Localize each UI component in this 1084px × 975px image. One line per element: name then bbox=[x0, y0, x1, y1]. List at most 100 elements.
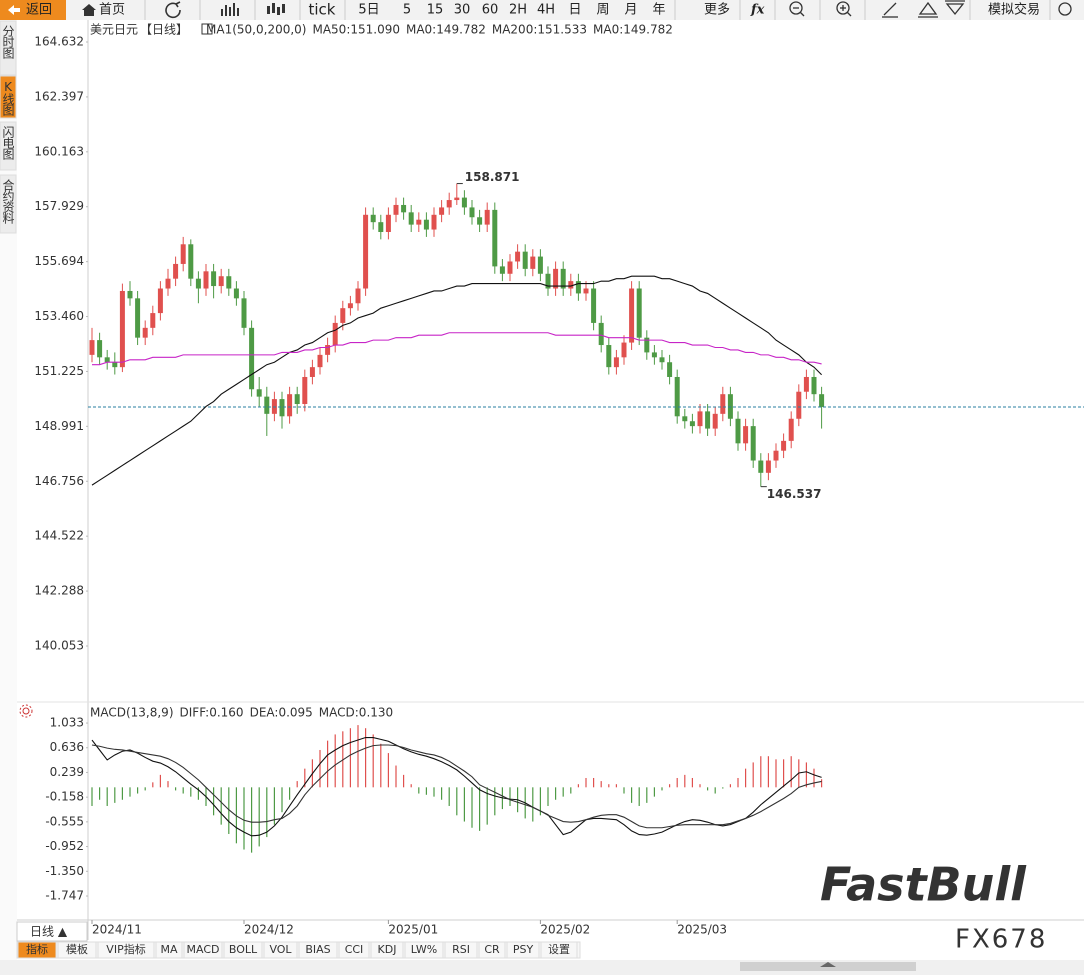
indicator-tab-label[interactable]: MA bbox=[160, 943, 177, 956]
period-button[interactable]: 日 bbox=[568, 3, 581, 18]
legend-entry: MA0:149.782 bbox=[406, 23, 486, 37]
indicator-tab[interactable] bbox=[404, 941, 444, 959]
candle-body bbox=[667, 362, 673, 377]
settings-icon[interactable] bbox=[19, 704, 33, 718]
indicator-tab-label[interactable]: VOL bbox=[269, 943, 292, 956]
indicator-tab-label[interactable]: LW% bbox=[411, 943, 437, 956]
candle-body bbox=[165, 278, 171, 289]
side-tab-label[interactable]: 闪电图 bbox=[1, 126, 15, 160]
period-toggle-label[interactable]: 日线 ▲ bbox=[30, 925, 68, 939]
period-toggle[interactable] bbox=[16, 921, 88, 942]
indicator-tab[interactable] bbox=[338, 941, 370, 959]
scroll-arrow bbox=[820, 962, 836, 967]
indicator-tab[interactable] bbox=[298, 941, 338, 959]
candle-body bbox=[743, 426, 749, 444]
period-button[interactable]: 2H bbox=[509, 3, 527, 18]
candle-body bbox=[135, 298, 141, 338]
candle-body bbox=[591, 288, 597, 323]
indicator-tab-label[interactable]: BIAS bbox=[305, 943, 330, 956]
period-button[interactable]: tick bbox=[309, 1, 336, 19]
indicator-tab-label[interactable]: KDJ bbox=[378, 943, 397, 956]
back-button[interactable] bbox=[0, 0, 66, 20]
indicator-tab-label[interactable]: PSY bbox=[513, 943, 534, 956]
indicator-tab[interactable] bbox=[223, 941, 263, 959]
y-tick-label: 146.756 bbox=[34, 474, 84, 488]
indicator-tab-label[interactable]: VIP指标 bbox=[106, 942, 145, 956]
bar-icon[interactable] bbox=[221, 3, 239, 16]
toolbar bbox=[0, 0, 1084, 20]
candle-body bbox=[803, 376, 809, 392]
indicator-tab-label[interactable]: MACD bbox=[187, 943, 220, 956]
side-tab[interactable] bbox=[0, 121, 17, 171]
more-label[interactable]: 更多 bbox=[704, 2, 730, 18]
indicator-tab[interactable] bbox=[263, 941, 298, 959]
candle-body bbox=[408, 212, 414, 225]
candle-body bbox=[385, 214, 391, 232]
period-button[interactable]: 周 bbox=[596, 3, 609, 18]
refresh-icon[interactable] bbox=[165, 1, 181, 19]
candle-body bbox=[499, 266, 505, 274]
side-tab-label[interactable]: K线图 bbox=[1, 80, 15, 116]
candle-body bbox=[537, 256, 543, 274]
home-label[interactable]: 首页 bbox=[99, 3, 125, 18]
candle-body bbox=[484, 209, 490, 225]
side-tab-label[interactable]: 合约资料 bbox=[1, 178, 15, 224]
indicator-tab[interactable] bbox=[444, 941, 478, 959]
indicator-tab[interactable] bbox=[506, 941, 540, 959]
candle-body bbox=[735, 418, 741, 444]
trade-label[interactable]: 模拟交易 bbox=[988, 2, 1040, 18]
period-button[interactable]: 年 bbox=[652, 3, 665, 18]
macd-tick-label: 0.636 bbox=[50, 740, 84, 754]
candle-body bbox=[393, 204, 399, 215]
period-button[interactable]: 月 bbox=[624, 3, 637, 18]
indicator-tab-label[interactable]: 设置 bbox=[548, 943, 570, 956]
fx-label[interactable]: fx bbox=[750, 3, 765, 18]
period-button[interactable]: 4H bbox=[537, 3, 555, 18]
indicator-tab-label[interactable]: BOLL bbox=[229, 943, 258, 956]
ma-line bbox=[91, 275, 822, 486]
candle-body bbox=[226, 276, 232, 289]
candle-body bbox=[781, 440, 787, 451]
indicator-tab[interactable] bbox=[155, 941, 183, 959]
watermark: FastBull bbox=[820, 858, 1027, 912]
indicator-tab[interactable] bbox=[540, 941, 578, 959]
candle-body bbox=[355, 288, 361, 304]
indicator-tab-label[interactable]: CR bbox=[484, 943, 500, 956]
candle-body bbox=[461, 197, 467, 208]
side-tab[interactable] bbox=[0, 20, 17, 76]
indicator-tab-label[interactable]: RSI bbox=[452, 943, 470, 956]
scrollbar[interactable] bbox=[0, 960, 1084, 975]
candle-body bbox=[758, 460, 764, 473]
back-label[interactable]: 返回 bbox=[26, 3, 52, 18]
candle-body bbox=[507, 261, 513, 274]
y-tick-label: 144.522 bbox=[34, 529, 84, 543]
candle-body bbox=[97, 340, 103, 358]
indicator-tab-label[interactable]: CCI bbox=[345, 943, 364, 956]
period-button[interactable]: 15 bbox=[427, 3, 444, 18]
indicator-tab[interactable] bbox=[478, 941, 506, 959]
draw-icons[interactable] bbox=[882, 0, 1072, 18]
candle-body bbox=[309, 367, 315, 377]
macd-title: MACD(13,8,9) bbox=[90, 706, 174, 720]
indicator-tab[interactable] bbox=[183, 941, 223, 959]
period-button[interactable]: 5 bbox=[403, 3, 411, 18]
indicator-tab[interactable] bbox=[370, 941, 404, 959]
period-button[interactable]: 60 bbox=[482, 3, 499, 18]
side-tab[interactable] bbox=[0, 75, 17, 119]
indicator-tab[interactable] bbox=[17, 941, 57, 959]
macd-tick-label: -0.158 bbox=[45, 790, 84, 804]
indicator-tab[interactable] bbox=[97, 941, 155, 959]
period-button[interactable]: 5日 bbox=[358, 3, 379, 18]
candle-body bbox=[553, 268, 559, 289]
indicator-tab-label[interactable]: 模板 bbox=[66, 942, 88, 956]
indicator-tab-label[interactable]: 指标 bbox=[26, 942, 48, 956]
candle-body bbox=[317, 354, 323, 368]
candle-body bbox=[89, 340, 95, 355]
candle-body bbox=[560, 268, 566, 289]
period-button[interactable]: 30 bbox=[454, 3, 471, 18]
candle-icon[interactable] bbox=[267, 3, 285, 15]
zoom-icons[interactable] bbox=[789, 1, 852, 17]
indicator-tab[interactable] bbox=[57, 941, 97, 959]
side-tab-label[interactable]: 分时图 bbox=[1, 25, 15, 59]
side-tab[interactable] bbox=[0, 174, 17, 234]
